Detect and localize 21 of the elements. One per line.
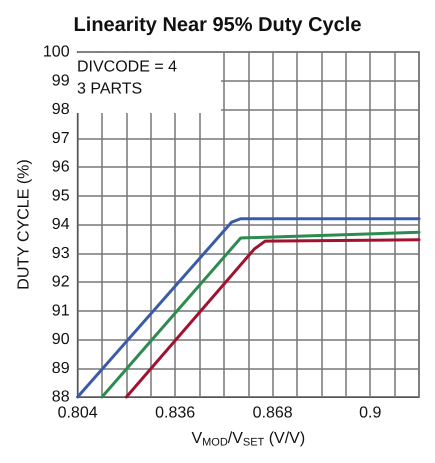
chart-title: Linearity Near 95% Duty Cycle (74, 14, 362, 36)
y-tick-label: 91 (52, 302, 70, 320)
y-tick-label: 99 (52, 72, 70, 90)
y-tick-label: 93 (52, 244, 70, 262)
y-axis-title: DUTY CYCLE (%) (16, 159, 32, 290)
y-tick-label: 92 (52, 274, 70, 290)
y-tick-label: 95 (52, 187, 70, 204)
annotation: 3 PARTS (77, 80, 142, 98)
y-tick-label: 98 (52, 101, 70, 118)
annotation: DIVCODE = 4 (77, 58, 178, 76)
x-tick-label: 0.804 (58, 404, 98, 422)
x-tick-label: 0.9 (359, 404, 382, 422)
y-tick-label: 100 (42, 44, 70, 60)
y-tick-label: 94 (52, 216, 70, 233)
y-tick-label: 90 (52, 331, 70, 348)
y-tick-label: 97 (52, 130, 70, 147)
x-tick-label: 0.836 (155, 404, 196, 422)
x-tick-label: 0.868 (252, 404, 293, 422)
y-tick-label: 96 (52, 158, 70, 176)
y-tick-label: 89 (52, 360, 70, 377)
y-tick-label: 88 (52, 388, 70, 406)
